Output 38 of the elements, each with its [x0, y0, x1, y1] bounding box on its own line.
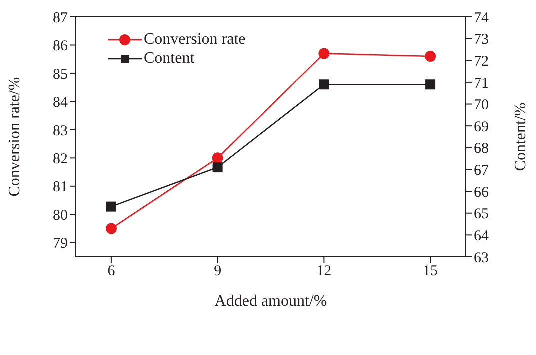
y-axis-title: Conversion rate/%: [6, 77, 24, 197]
y-tick-label: 86: [53, 38, 68, 55]
y-tick-label: 79: [53, 236, 68, 252]
y2-tick-label: 70: [474, 98, 489, 114]
y2-axis-title: Content/%: [512, 102, 530, 172]
point: [212, 152, 224, 164]
y-tick-label: 83: [53, 123, 68, 140]
x-tick-label: 12: [316, 264, 332, 280]
y-tick-label: 85: [53, 66, 68, 83]
legend-label: Content: [144, 50, 195, 68]
point: [212, 162, 223, 173]
point: [425, 51, 436, 62]
point: [318, 48, 330, 60]
y2-tick-label: 69: [474, 119, 489, 136]
y2-tick-label: 72: [474, 54, 489, 70]
y2-tick-label: 68: [474, 141, 489, 158]
y2-tick-label: 63: [474, 250, 489, 266]
y-tick-label: 80: [53, 208, 68, 224]
x-axis-title: Added amount/%: [214, 293, 328, 310]
point: [319, 80, 330, 90]
y-tick-label: 82: [53, 152, 68, 168]
legend-label: Conversion rate: [144, 30, 246, 48]
x-tick-label: 15: [423, 264, 438, 280]
point: [106, 202, 116, 212]
x-tick-label: 9: [214, 264, 222, 280]
y2-tick-label: 73: [474, 32, 489, 48]
y2-tick-label: 74: [474, 10, 490, 26]
y-tick-label: 87: [53, 10, 68, 26]
y-tick-label: 84: [53, 95, 68, 112]
y2-tick-label: 66: [474, 184, 490, 201]
y2-tick-label: 64: [474, 228, 490, 245]
x-tick-label: 6: [108, 264, 116, 280]
point: [106, 223, 117, 234]
y2-tick-label: 67: [474, 163, 490, 180]
y2-tick-label: 71: [474, 76, 489, 92]
y2-tick-label: 65: [474, 206, 489, 223]
point: [426, 80, 436, 90]
y-tick-label: 81: [53, 180, 68, 196]
